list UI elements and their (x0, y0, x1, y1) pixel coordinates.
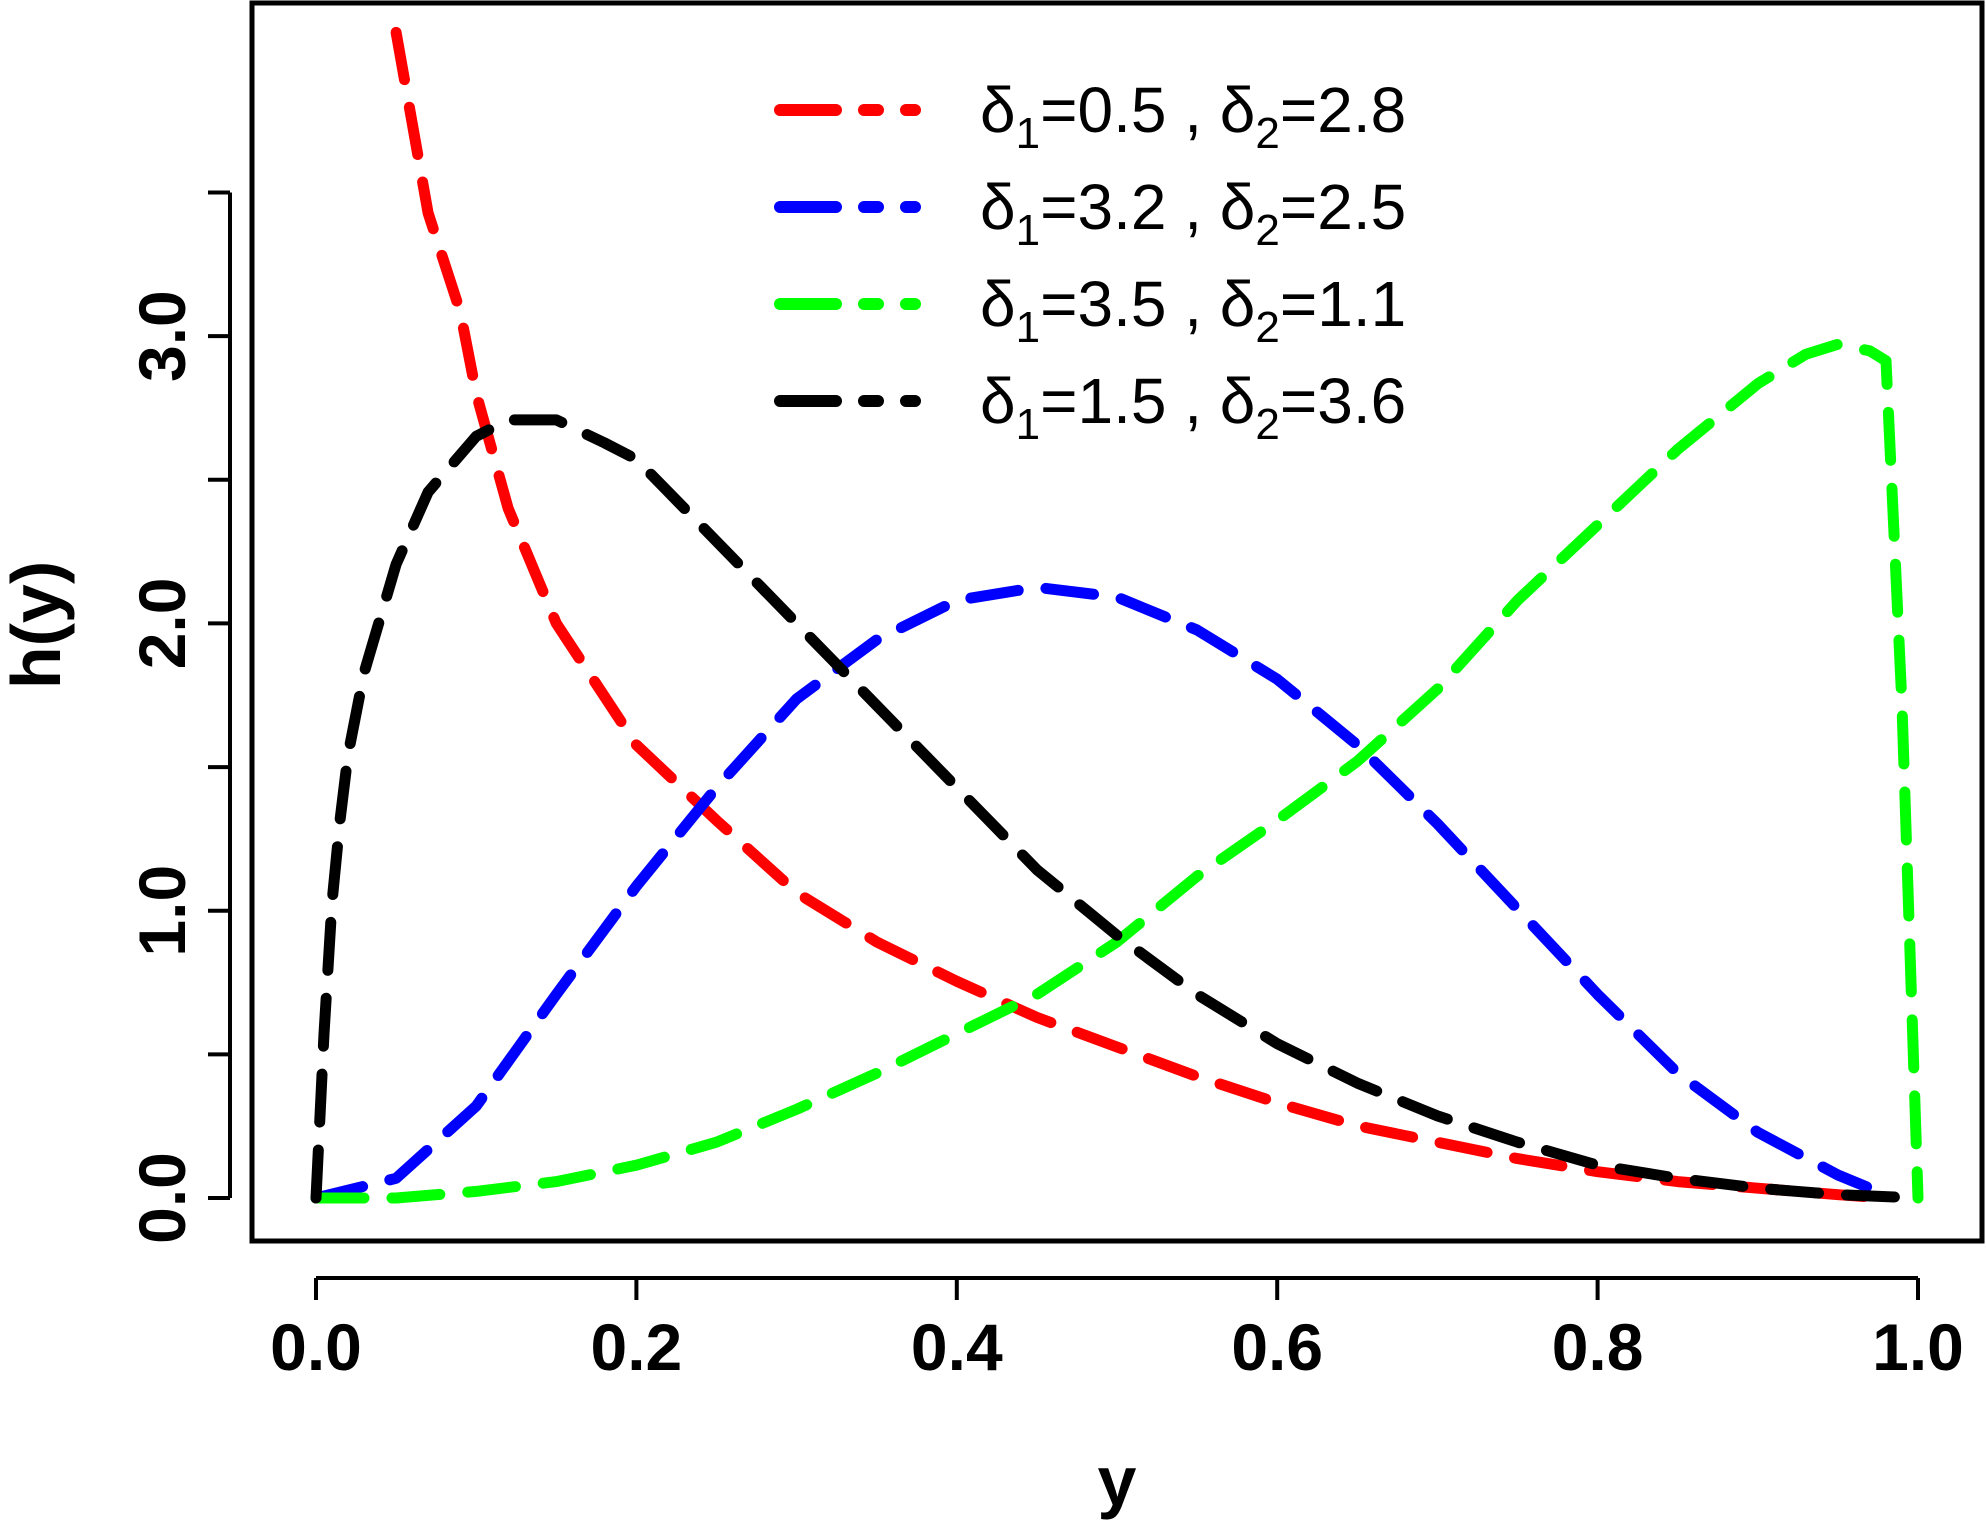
legend-entry: δ1=3.2 , δ2=2.5 (774, 171, 1406, 255)
x-tick-label: 1.0 (1872, 1310, 1964, 1384)
x-tick-label: 0.0 (270, 1310, 362, 1384)
legend-label: δ1=3.5 , δ2=1.1 (980, 268, 1406, 352)
y-tick-label: 0.0 (125, 1152, 199, 1244)
x-axis-title: y (1098, 1442, 1137, 1520)
x-tick-label: 0.8 (1552, 1310, 1644, 1384)
y-tick-label: 2.0 (125, 578, 199, 670)
series-line-4 (310, 414, 1924, 1204)
legend-label: δ1=1.5 , δ2=3.6 (980, 365, 1406, 449)
series-layer (310, 26, 1924, 1204)
x-axis: 0.0 0.2 0.4 0.6 0.8 1.0 (270, 1276, 1964, 1384)
y-tick-label: 3.0 (125, 290, 199, 382)
series-line-3 (310, 338, 1924, 1204)
legend-entry: δ1=3.5 , δ2=1.1 (774, 268, 1406, 352)
legend-label: δ1=0.5 , δ2=2.8 (980, 74, 1406, 158)
plot-frame (249, 0, 1985, 1244)
y-axis-title: h(y) (0, 561, 75, 689)
series-line-2 (310, 581, 1876, 1204)
legend-entry: δ1=0.5 , δ2=2.8 (774, 74, 1406, 158)
x-tick-label: 0.4 (911, 1310, 1003, 1384)
legend-label: δ1=3.2 , δ2=2.5 (980, 171, 1406, 255)
x-tick-label: 0.2 (591, 1310, 683, 1384)
y-tick-label: 1.0 (125, 865, 199, 957)
x-tick-label: 0.6 (1231, 1310, 1323, 1384)
legend-entry: δ1=1.5 , δ2=3.6 (774, 365, 1406, 449)
y-axis: 0.0 1.0 2.0 3.0 (125, 190, 232, 1244)
legend: δ1=0.5 , δ2=2.8 δ1=3.2 , δ2=2.5 δ1=3.5 , δ… (774, 74, 1406, 449)
